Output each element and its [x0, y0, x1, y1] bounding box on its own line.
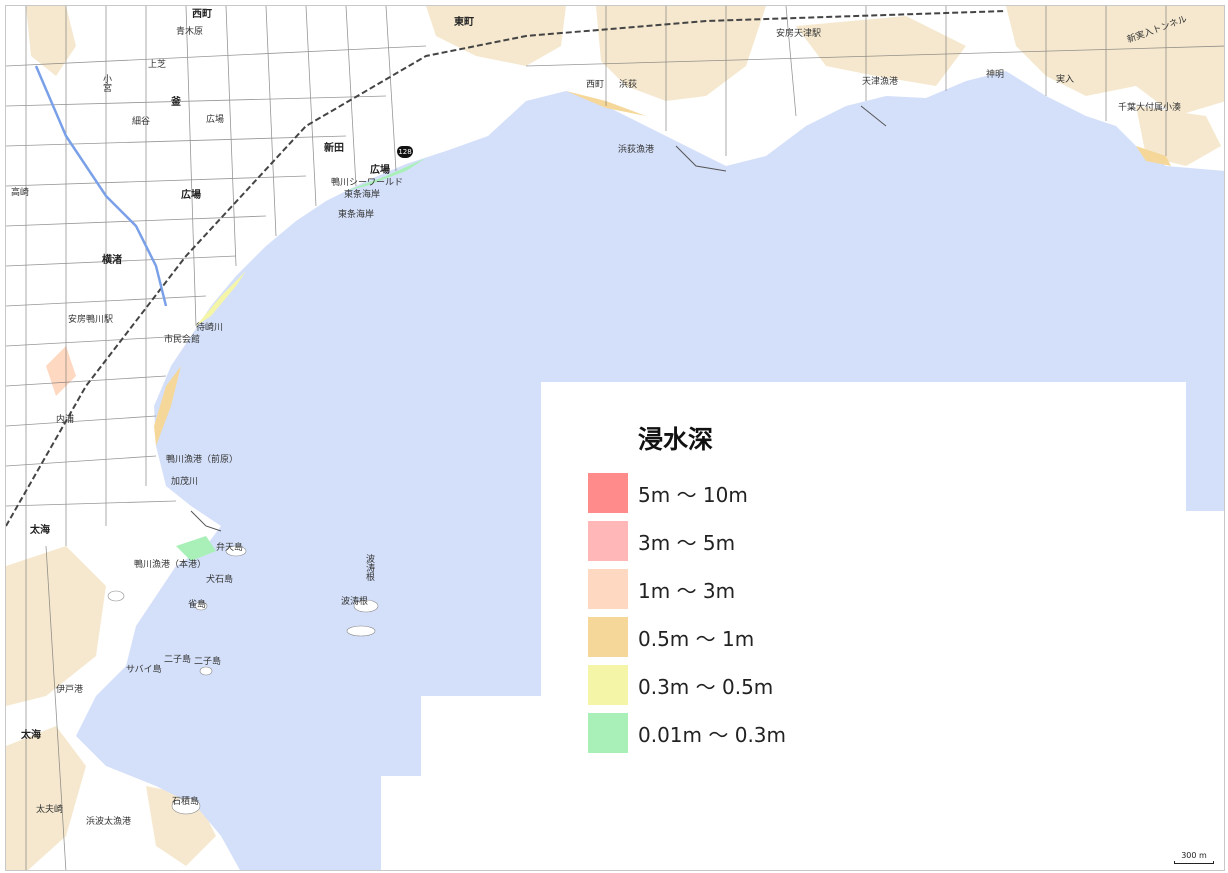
legend-swatch	[588, 665, 628, 705]
place-label: 太海	[30, 525, 50, 536]
scale-label: 300 m	[1181, 851, 1207, 860]
river	[34, 65, 168, 307]
place-label: 弁天島	[216, 543, 244, 553]
place-label: 広場	[206, 115, 225, 125]
railway-line	[6, 10, 1007, 527]
legend-item: 5m ～ 10m	[588, 469, 848, 517]
sea-area	[76, 71, 1224, 870]
legend-item: 3m ～ 5m	[588, 517, 848, 565]
legend-title: 浸水深	[638, 425, 714, 454]
place-label: 石積島	[172, 797, 200, 807]
place-label: 波涛根	[341, 597, 369, 607]
road-network	[6, 6, 1224, 870]
legend-swatch	[588, 617, 628, 657]
place-label: 鴨川漁港（前原）	[166, 455, 239, 465]
place-label: 待崎川	[196, 323, 224, 333]
place-label: 鴨川シーワールド	[331, 178, 404, 188]
place-label: 細谷	[132, 117, 151, 127]
place-label: 二子島	[164, 655, 192, 665]
legend-label: 0.3m ～ 0.5m	[638, 674, 774, 699]
place-label: 伊戸港	[56, 685, 84, 695]
place-label: 鴨川漁港（本港）	[134, 560, 207, 570]
place-label: 安房天津駅	[776, 29, 822, 39]
place-label: 釜	[171, 97, 181, 108]
place-label: 小宮	[101, 74, 111, 92]
route-128-badge: 128	[397, 146, 413, 158]
place-label: 横渚	[102, 255, 122, 266]
hill-terrain	[6, 6, 1224, 870]
place-label: 神明	[986, 70, 1005, 80]
legend-label: 1m ～ 3m	[638, 578, 736, 603]
place-label: 実入	[1056, 75, 1075, 85]
place-label: 太夫崎	[36, 805, 64, 815]
place-label: 広場	[181, 190, 201, 201]
place-label: 東条海岸	[344, 190, 381, 200]
place-label: 太海	[21, 730, 41, 741]
place-label: 波涛根	[364, 554, 374, 581]
place-label: 西町	[192, 9, 212, 20]
place-label: 内浦	[56, 415, 75, 425]
place-label: 加茂川	[171, 477, 199, 487]
legend-label: 3m ～ 5m	[638, 530, 736, 555]
legend-label: 0.5m ～ 1m	[638, 626, 755, 651]
place-label: 上芝	[148, 60, 167, 70]
legend-item: 0.01m ～ 0.3m	[588, 709, 848, 757]
legend-swatch	[588, 473, 628, 513]
place-label: 千葉大付属小湊	[1118, 103, 1182, 113]
legend-swatch	[588, 569, 628, 609]
place-label: 東町	[454, 17, 474, 28]
legend-swatch	[588, 713, 628, 753]
islands	[107, 545, 379, 815]
place-label: 高崎	[11, 188, 30, 198]
place-label: 天津漁港	[862, 77, 899, 87]
place-label: 安房鴨川駅	[68, 315, 114, 325]
scale-bar: 300 m	[1172, 851, 1216, 865]
place-label: サバイ島	[126, 665, 162, 675]
place-label: 西町	[586, 80, 605, 90]
place-label: 二子島	[194, 657, 222, 667]
legend-label: 0.01m ～ 0.3m	[638, 722, 787, 747]
legend-item: 0.5m ～ 1m	[588, 613, 848, 661]
place-label: 犬石島	[206, 575, 234, 585]
legend-swatch	[588, 521, 628, 561]
scale-line	[1174, 861, 1214, 864]
legend-item: 1m ～ 3m	[588, 565, 848, 613]
place-label: 浜波太漁港	[86, 817, 132, 827]
place-label: 広場	[370, 165, 390, 176]
legend-label: 5m ～ 10m	[638, 482, 748, 507]
place-label: 浜荻漁港	[618, 145, 655, 155]
place-label: 雀島	[188, 600, 207, 610]
place-label: 東条海岸	[338, 210, 375, 220]
place-label: 市民会館	[164, 335, 201, 345]
legend: 浸水深 5m ～ 10m 3m ～ 5m 1m ～ 3m 0.5m ～ 1m 0…	[588, 420, 848, 757]
place-label: 新田	[324, 143, 344, 154]
place-label: 青木原	[176, 27, 204, 37]
breakwaters	[190, 105, 887, 532]
legend-item: 0.3m ～ 0.5m	[588, 661, 848, 709]
place-label: 浜荻	[619, 80, 638, 90]
